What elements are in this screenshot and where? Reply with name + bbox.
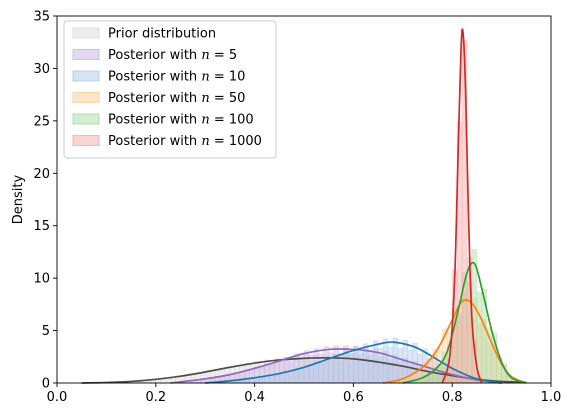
legend-swatch bbox=[72, 135, 100, 146]
plot-frame bbox=[56, 15, 552, 384]
histogram-bar bbox=[283, 371, 290, 384]
y-axis-label: Density bbox=[11, 174, 26, 224]
y-tick-label: 20 bbox=[33, 167, 50, 182]
x-tick-label: 0.6 bbox=[343, 390, 364, 405]
histogram-bar bbox=[298, 368, 305, 384]
histogram-bar bbox=[343, 350, 349, 384]
legend: Prior distribution Posterior with n = 5 Po… bbox=[63, 20, 277, 159]
kde-line-prior bbox=[81, 356, 527, 384]
legend-swatch bbox=[72, 92, 100, 103]
histogram-bar bbox=[274, 373, 280, 384]
legend-entry: Posterior with n = 5 bbox=[108, 48, 237, 63]
kde-line-n-10 bbox=[205, 341, 502, 384]
legend-entry: Posterior with n = 100 bbox=[108, 113, 254, 128]
histogram-bar bbox=[288, 370, 295, 384]
histogram-bar bbox=[353, 346, 359, 384]
histogram-bar bbox=[358, 351, 364, 384]
y-tick-label: 35 bbox=[33, 10, 50, 25]
histogram-bar bbox=[392, 337, 399, 384]
histogram-bar bbox=[318, 362, 325, 384]
legend-entry: Prior distribution bbox=[108, 27, 216, 42]
x-tick-label: 1.0 bbox=[541, 390, 562, 405]
y-tick-label: 10 bbox=[33, 272, 50, 287]
legend-swatch bbox=[72, 27, 100, 39]
y-tick-label: 5 bbox=[42, 324, 50, 339]
histogram-bar bbox=[279, 372, 285, 384]
x-tick-label: 0.2 bbox=[145, 390, 166, 405]
histogram-bar bbox=[328, 359, 334, 384]
x-tick-label: 0.4 bbox=[244, 390, 265, 405]
y-tick-label: 30 bbox=[33, 62, 50, 77]
axes: 0.0 0.2 0.4 0.6 0.8 1.0 0 5 10 15 20 25 30 35 bbox=[33, 10, 561, 406]
y-tick-label: 0 bbox=[42, 377, 50, 392]
legend-entry: Posterior with n = 10 bbox=[108, 70, 245, 85]
legend-entry: Posterior with n = 50 bbox=[108, 91, 245, 106]
histogram-bar bbox=[382, 338, 389, 384]
histogram-bar bbox=[367, 349, 374, 384]
histogram-bar bbox=[338, 356, 344, 384]
histogram-bar bbox=[323, 358, 329, 384]
kde-line-n-5 bbox=[170, 348, 502, 384]
legend-swatch bbox=[72, 49, 100, 60]
legend-swatch bbox=[72, 113, 100, 125]
histogram-bar bbox=[308, 365, 315, 384]
histogram-bar bbox=[303, 365, 310, 384]
x-tick-label: 0.0 bbox=[47, 390, 68, 405]
legend-swatch bbox=[72, 70, 100, 82]
legend-box bbox=[63, 20, 277, 159]
y-tick-label: 25 bbox=[33, 114, 50, 129]
kde-line-n-1000 bbox=[441, 28, 483, 384]
y-tick-label: 15 bbox=[33, 219, 50, 234]
histogram-bar bbox=[313, 361, 320, 384]
x-tick-label: 0.8 bbox=[442, 390, 463, 405]
histogram-bar bbox=[293, 368, 300, 384]
kde-line-n-100 bbox=[402, 261, 527, 384]
legend-entry: Posterior with n = 1000 bbox=[108, 134, 262, 149]
